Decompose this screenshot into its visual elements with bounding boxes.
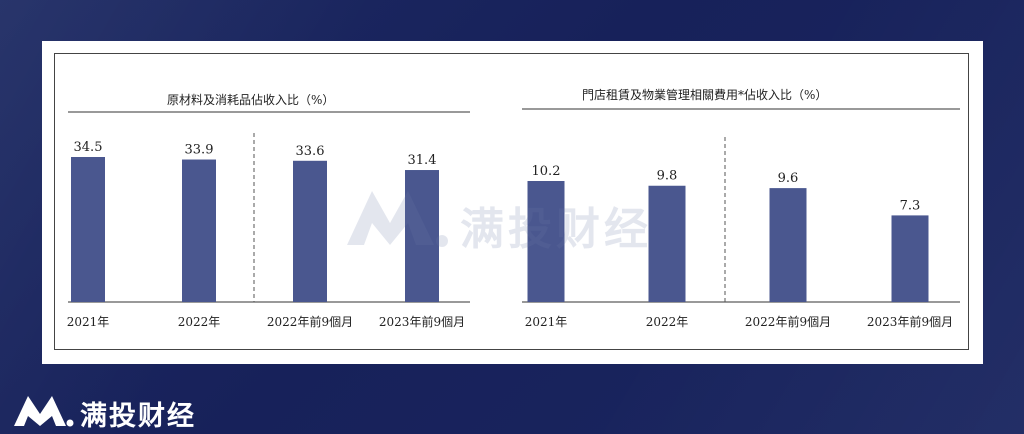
chart-2-data-label-3: 9.6 <box>778 171 799 186</box>
chart-1-bar-1 <box>71 157 105 302</box>
watermark-text: 满投财经 <box>460 204 652 255</box>
chart-1-tick-label-1: 2021年 <box>67 315 110 329</box>
chart-1-bar-2 <box>182 159 216 302</box>
chart-1-data-label-1: 34.5 <box>74 140 103 155</box>
chart-2-tick-label-2: 2022年 <box>646 315 689 329</box>
chart-frame <box>54 53 969 350</box>
chart-1-bar-3 <box>293 160 327 302</box>
chart-2-bar-2 <box>648 185 686 302</box>
chart-2-tick-label-3: 2022年前9個月 <box>745 314 831 329</box>
brand: 满投财经 <box>12 392 232 432</box>
chart-1-tick-label-4: 2023年前9個月 <box>379 314 465 329</box>
brand-name: 满投财经 <box>80 401 196 432</box>
chart-1-data-label-2: 33.9 <box>185 143 214 158</box>
chart-1-data-label-4: 31.4 <box>408 153 437 168</box>
chart-2-bar-1 <box>527 181 565 302</box>
chart-2: 10.2 2021年 9.8 2022年 9.6 2022年前9個月 7.3 2023年前9個… <box>522 108 960 329</box>
watermark: 满投财经 <box>342 183 702 255</box>
chart-2-data-label-4: 7.3 <box>900 198 921 213</box>
chart-2-tick-label-1: 2021年 <box>525 315 568 329</box>
chart-1-tick-label-2: 2022年 <box>178 315 221 329</box>
chart-2-title: 門店租賃及物業管理相關費用*佔收入比（%） <box>582 88 828 102</box>
brand-logo-icon <box>14 396 74 427</box>
chart-1-data-label-3: 33.6 <box>296 144 325 159</box>
chart-2-data-label-1: 10.2 <box>532 164 561 179</box>
chart-2-data-label-2: 9.8 <box>657 169 678 184</box>
charts-svg: 34.5 2021年 33.9 2022年 33.6 2022年前9個月 31.4 2023年… <box>67 108 960 329</box>
chart-1: 34.5 2021年 33.9 2022年 33.6 2022年前9個月 31.4 2023年… <box>67 111 470 329</box>
chart-2-bar-3 <box>769 188 807 302</box>
chart-1-title: 原材料及消耗品佔收入比（%） <box>167 93 335 107</box>
chart-2-tick-label-4: 2023年前9個月 <box>867 314 953 329</box>
chart-2-bar-4 <box>891 215 929 302</box>
chart-1-bar-4 <box>405 170 439 302</box>
chart-1-tick-label-3: 2022年前9個月 <box>267 314 353 329</box>
watermark-logo-icon <box>347 191 448 247</box>
chart-panel: 原材料及消耗品佔收入比（%） 門店租賃及物業管理相關費用*佔收入比（%） 34.… <box>42 41 983 364</box>
